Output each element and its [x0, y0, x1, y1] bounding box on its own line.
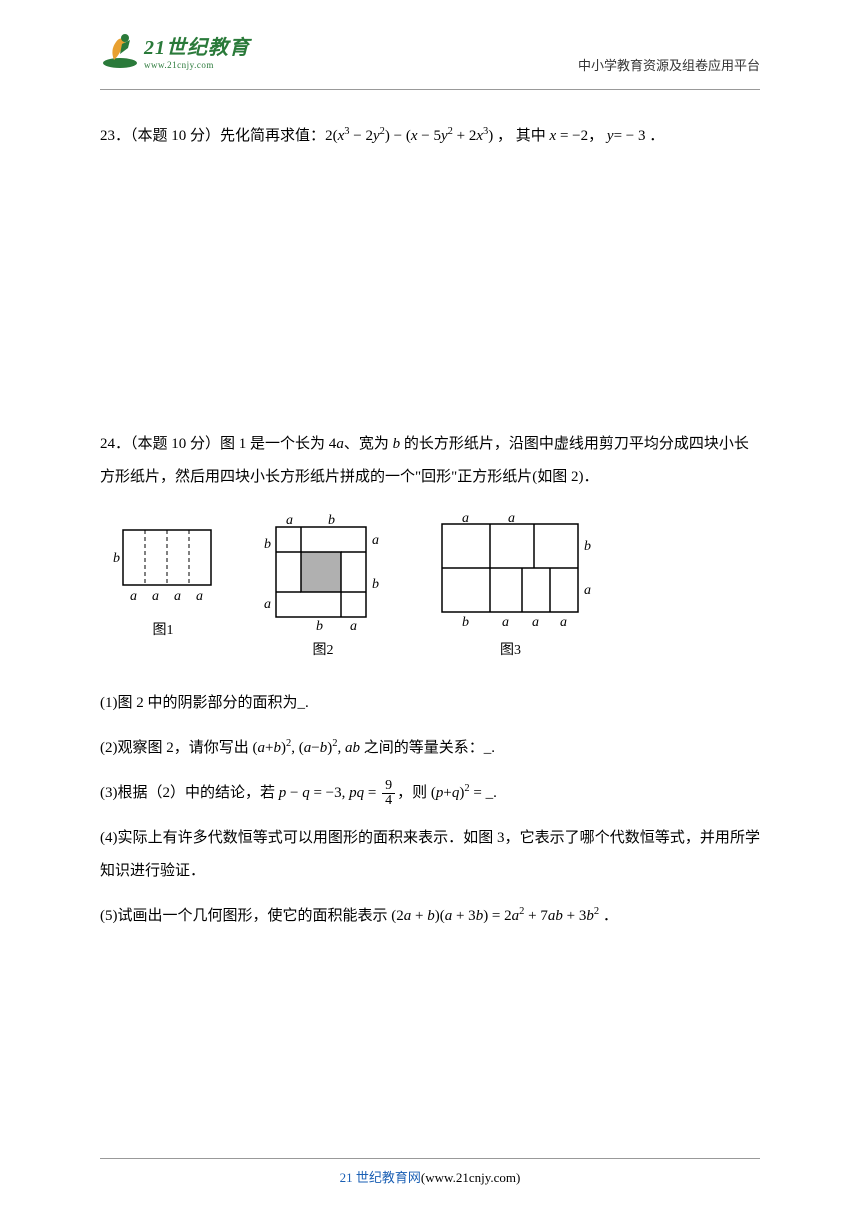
- svg-text:b: b: [584, 539, 591, 554]
- svg-text:a: a: [350, 619, 357, 632]
- logo-main-text: 21世纪教育: [144, 31, 250, 60]
- logo-sub-text: www.21cnjy.com: [144, 60, 250, 70]
- svg-text:a: a: [130, 589, 137, 604]
- footer-site-name: 21 世纪教育网: [340, 1170, 421, 1185]
- problem-24-sub2: (2)观察图 2，请你写出 (a+b)2, (a−b)2, ab 之间的等量关系…: [100, 732, 760, 765]
- problem-23: 23．（本题 10 分）先化简再求值：2(x3 − 2y2) − (x − 5y…: [100, 120, 760, 153]
- figure-3-svg: a a b a b a a a: [428, 512, 593, 632]
- svg-text:b: b: [372, 577, 379, 592]
- figure-1-svg: b a a a a: [108, 512, 218, 612]
- page-footer: 21 世纪教育网(www.21cnjy.com): [100, 1158, 760, 1186]
- figures-row: b a a a a 图1: [108, 512, 760, 667]
- problem-23-text: 23．（本题 10 分）先化简再求值：2(x3 − 2y2) − (x − 5y…: [100, 128, 664, 144]
- figure-3: a a b a b a a a 图3: [428, 512, 593, 667]
- logo: 21世纪教育 www.21cnjy.com: [100, 30, 250, 70]
- page-content: 23．（本题 10 分）先化简再求值：2(x3 − 2y2) − (x − 5y…: [0, 90, 860, 933]
- page-header: 21世纪教育 www.21cnjy.com 中小学教育资源及组卷应用平台: [100, 0, 760, 90]
- svg-text:a: a: [196, 589, 203, 604]
- svg-text:a: a: [264, 597, 271, 612]
- problem-24-sub3: (3)根据（2）中的结论，若 p − q = −3, pq = 94，则 (p+…: [100, 777, 760, 810]
- svg-text:b: b: [462, 615, 469, 630]
- svg-text:a: a: [462, 512, 469, 526]
- svg-text:a: a: [584, 583, 591, 598]
- svg-text:a: a: [372, 533, 379, 548]
- svg-text:b: b: [316, 619, 323, 632]
- svg-text:a: a: [174, 589, 181, 604]
- svg-text:b: b: [328, 513, 335, 528]
- header-right-text: 中小学教育资源及组卷应用平台: [578, 55, 760, 74]
- problem-24: 24．（本题 10 分）图 1 是一个长为 4a、宽为 b 的长方形纸片，沿图中…: [100, 428, 760, 933]
- svg-text:a: a: [532, 615, 539, 630]
- footer-site-url: (www.21cnjy.com): [421, 1170, 520, 1185]
- svg-text:b: b: [113, 551, 120, 566]
- svg-text:a: a: [152, 589, 159, 604]
- problem-24-sub4: (4)实际上有许多代数恒等式可以用图形的面积来表示．如图 3，它表示了哪个代数恒…: [100, 822, 760, 888]
- figure-1-caption: 图1: [153, 616, 174, 647]
- figure-3-caption: 图3: [500, 636, 521, 667]
- svg-text:a: a: [502, 615, 509, 630]
- problem-24-intro: 24．（本题 10 分）图 1 是一个长为 4a、宽为 b 的长方形纸片，沿图中…: [100, 428, 760, 461]
- logo-text: 21世纪教育 www.21cnjy.com: [144, 31, 250, 70]
- figure-2-caption: 图2: [313, 636, 334, 667]
- svg-text:a: a: [560, 615, 567, 630]
- figure-2: a b a b b a b a 图2: [258, 512, 388, 667]
- logo-icon: [100, 30, 140, 70]
- problem-24-sub1: (1)图 2 中的阴影部分的面积为_.: [100, 687, 760, 720]
- figure-2-svg: a b a b b a b a: [258, 512, 388, 632]
- problem-24-sub5: (5)试画出一个几何图形，使它的面积能表示 (2a + b)(a + 3b) =…: [100, 900, 760, 933]
- figure-1: b a a a a 图1: [108, 512, 218, 647]
- svg-text:a: a: [508, 512, 515, 526]
- problem-24-intro-line2: 方形纸片，然后用四块小长方形纸片拼成的一个"回形"正方形纸片(如图 2)．: [100, 461, 760, 494]
- svg-text:b: b: [264, 537, 271, 552]
- svg-text:a: a: [286, 513, 293, 528]
